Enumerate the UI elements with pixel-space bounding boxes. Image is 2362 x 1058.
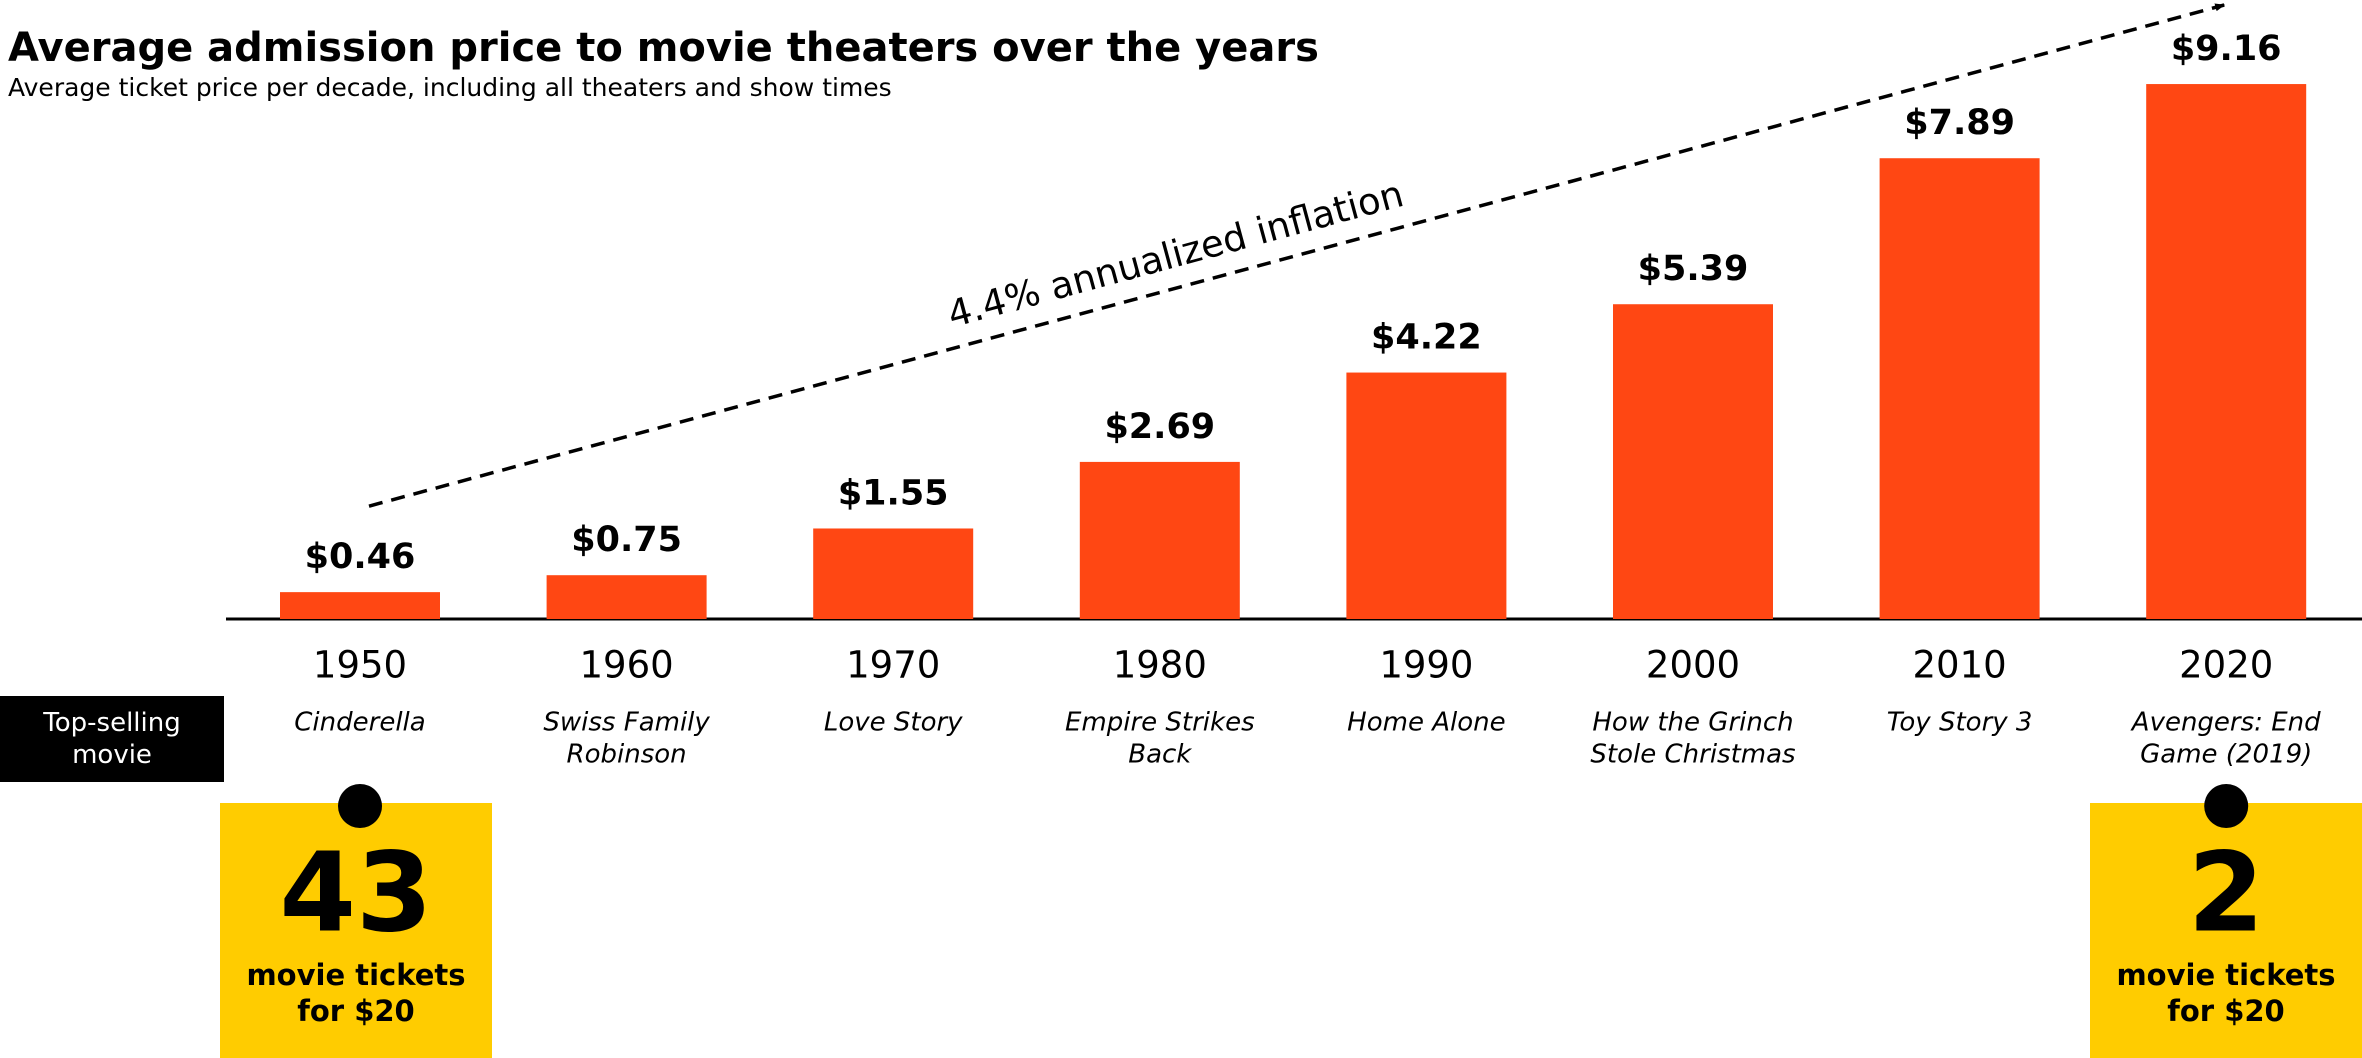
value-label: $0.75 xyxy=(571,520,682,560)
movie-label: Home Alone xyxy=(1347,708,1505,738)
bar xyxy=(1879,158,2040,619)
bar xyxy=(1613,304,1773,619)
value-label: $5.39 xyxy=(1638,249,1749,289)
movie-label: How the Grinch xyxy=(1592,708,1793,738)
movie-label: Swiss Family xyxy=(543,708,710,738)
chart-subtitle: Average ticket price per decade, includi… xyxy=(8,73,892,102)
callout-box xyxy=(220,803,492,1058)
x-tick-label: 1990 xyxy=(1379,644,1473,687)
callout-box xyxy=(2090,803,2362,1058)
x-tick-label: 2010 xyxy=(1913,644,2007,687)
x-tick-label: 1960 xyxy=(580,644,674,687)
movie-label: Back xyxy=(1128,740,1192,770)
callout-dot xyxy=(2204,784,2249,828)
bar xyxy=(2146,84,2307,619)
value-label: $2.69 xyxy=(1104,407,1215,447)
callout-number: 43 xyxy=(279,828,432,956)
movie-label: Empire Strikes xyxy=(1065,708,1255,738)
movie-label: Stole Christmas xyxy=(1590,740,1795,770)
row-label-line: Top-selling xyxy=(42,708,180,738)
movie-label: Love Story xyxy=(824,708,963,738)
x-tick-label: 1970 xyxy=(846,644,940,687)
row-label-line: movie xyxy=(72,740,152,770)
value-label: $1.55 xyxy=(838,473,949,513)
callout-number: 2 xyxy=(2188,828,2265,956)
callout-text: for $20 xyxy=(297,994,414,1028)
movie-label: Game (2019) xyxy=(2140,740,2312,770)
callout-text: for $20 xyxy=(2167,994,2284,1028)
x-tick-label: 1980 xyxy=(1113,644,1207,687)
callout-text: movie tickets xyxy=(246,958,465,992)
bar xyxy=(1079,461,1240,619)
callout-dot xyxy=(338,784,382,828)
row-label-box xyxy=(0,696,224,782)
movie-label: Toy Story 3 xyxy=(1887,708,2033,738)
bar xyxy=(546,575,707,619)
row-label: Top-selling movie xyxy=(42,708,180,770)
chart-title: Average admission price to movie theater… xyxy=(8,25,1319,71)
trend-annotation: 4.4% annualized inflation xyxy=(943,172,1408,336)
value-label: $4.22 xyxy=(1371,318,1482,358)
movie-label: Avengers: End xyxy=(2130,708,2321,738)
value-label: $9.16 xyxy=(2171,29,2282,69)
movie-label: Robinson xyxy=(567,740,687,770)
movie-label: Cinderella xyxy=(294,708,425,738)
bar xyxy=(280,592,440,619)
x-tick-label: 2000 xyxy=(1646,644,1740,687)
x-tick-label: 2020 xyxy=(2179,644,2273,687)
callout-text: movie tickets xyxy=(2116,958,2335,992)
x-tick-label: 1950 xyxy=(313,644,407,687)
bar xyxy=(813,528,974,619)
value-label: $7.89 xyxy=(1904,103,2015,143)
value-label: $0.46 xyxy=(305,537,416,577)
bar xyxy=(1346,372,1507,619)
